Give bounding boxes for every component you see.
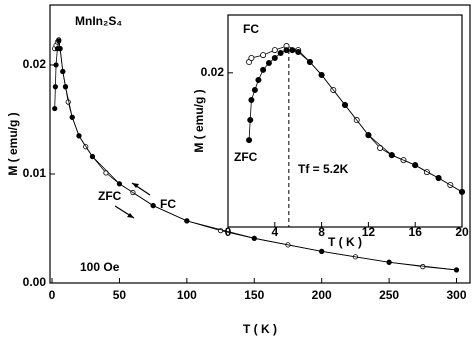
x-tick-label: 12	[362, 225, 376, 239]
x-tick-label: 0	[49, 288, 56, 302]
x-axis-label: T ( K )	[243, 322, 277, 336]
x-tick-label: 0	[225, 225, 232, 239]
series-line	[54, 40, 457, 271]
y-axis-label: M ( emu/g )	[192, 89, 206, 152]
x-tick-label: 8	[318, 225, 325, 239]
data-point	[248, 54, 255, 61]
x-tick-label: 200	[312, 288, 332, 302]
x-tick-label: 50	[113, 288, 127, 302]
data-point	[246, 137, 253, 144]
series-label: FC	[243, 22, 259, 36]
data-point	[271, 54, 278, 61]
data-point	[306, 59, 313, 66]
x-tick-label: 250	[379, 288, 399, 302]
annotation: MnIn₂S₄	[75, 14, 122, 28]
data-point	[319, 248, 325, 254]
data-point	[60, 68, 66, 75]
data-point	[52, 105, 58, 112]
y-axis-label: M ( emu/g )	[6, 112, 20, 175]
series-label: ZFC	[98, 189, 122, 203]
data-point	[435, 175, 442, 182]
data-point	[283, 47, 290, 54]
data-point	[255, 76, 262, 83]
x-tick-label: 16	[409, 225, 423, 239]
x-tick-label: 100	[177, 288, 197, 302]
annotation: Tf = 5.2K	[298, 162, 349, 176]
annotation: 100 Oe	[80, 260, 120, 274]
x-tick-label: 20	[455, 225, 469, 239]
zfc-arrow-head	[127, 213, 134, 218]
data-point	[251, 86, 258, 93]
data-point	[56, 38, 62, 44]
data-point	[388, 152, 395, 159]
series-label: FC	[160, 197, 176, 211]
data-point	[150, 202, 156, 209]
data-point	[57, 46, 63, 52]
data-point	[69, 114, 75, 120]
data-point	[271, 47, 278, 54]
data-point	[277, 49, 284, 56]
data-point	[62, 84, 69, 90]
x-tick-label: 4	[271, 225, 278, 239]
data-point	[341, 102, 348, 109]
x-axis-label: T ( K )	[328, 235, 362, 249]
data-point	[247, 117, 254, 124]
data-point	[89, 153, 96, 160]
x-tick-label: 300	[447, 288, 467, 302]
y-tick-label: 0.02	[23, 57, 47, 71]
data-point	[365, 132, 372, 139]
data-point	[76, 133, 82, 139]
plot-frame	[49, 4, 471, 284]
data-point	[52, 84, 58, 90]
fc-arrow-head	[132, 183, 139, 188]
data-point	[458, 188, 465, 195]
data-point	[318, 71, 325, 78]
plot-frame	[227, 14, 463, 228]
data-point	[295, 49, 302, 56]
data-point	[251, 235, 257, 241]
y-tick-label: 0.01	[23, 166, 47, 180]
y-tick-label: 0.02	[201, 65, 225, 79]
y-tick-label: 0.00	[23, 275, 47, 289]
data-point	[386, 259, 392, 265]
data-point	[116, 181, 123, 187]
data-point	[53, 62, 59, 68]
data-point	[412, 162, 419, 169]
data-point	[260, 66, 267, 73]
inset-background	[228, 15, 462, 227]
data-point	[260, 52, 267, 59]
data-point	[184, 218, 190, 224]
data-point	[289, 47, 296, 54]
series-label: ZFC	[234, 150, 258, 164]
data-point	[248, 96, 255, 103]
data-point	[265, 59, 272, 66]
x-tick-label: 150	[244, 288, 264, 302]
data-point	[453, 267, 460, 273]
